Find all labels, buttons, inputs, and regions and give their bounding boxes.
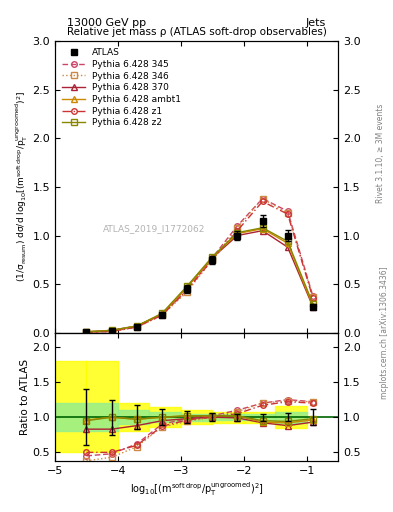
Pythia 6.428 370 bbox=[310, 304, 315, 310]
Pythia 6.428 z2 bbox=[134, 323, 139, 329]
Line: Pythia 6.428 z2: Pythia 6.428 z2 bbox=[84, 225, 316, 335]
Pythia 6.428 370 bbox=[285, 244, 290, 250]
Pythia 6.428 346 bbox=[210, 257, 215, 263]
Pythia 6.428 370 bbox=[210, 255, 215, 261]
Pythia 6.428 ambt1 bbox=[210, 255, 215, 261]
Pythia 6.428 z2 bbox=[235, 229, 240, 236]
Line: Pythia 6.428 345: Pythia 6.428 345 bbox=[84, 196, 316, 335]
Line: Pythia 6.428 370: Pythia 6.428 370 bbox=[84, 228, 316, 335]
Pythia 6.428 346 bbox=[134, 325, 139, 331]
Pythia 6.428 z1 bbox=[84, 329, 89, 335]
Pythia 6.428 z2 bbox=[260, 225, 265, 231]
Pythia 6.428 345 bbox=[109, 328, 114, 334]
Pythia 6.428 z1 bbox=[310, 295, 315, 301]
Title: Relative jet mass ρ (ATLAS soft-drop observables): Relative jet mass ρ (ATLAS soft-drop obs… bbox=[66, 28, 327, 37]
Text: Jets: Jets bbox=[306, 18, 326, 28]
Pythia 6.428 370 bbox=[235, 232, 240, 239]
Pythia 6.428 345 bbox=[134, 324, 139, 330]
Pythia 6.428 z2 bbox=[210, 254, 215, 260]
Line: Pythia 6.428 ambt1: Pythia 6.428 ambt1 bbox=[84, 226, 316, 335]
Pythia 6.428 345 bbox=[235, 223, 240, 229]
Pythia 6.428 346 bbox=[185, 289, 189, 295]
Legend: ATLAS, Pythia 6.428 345, Pythia 6.428 346, Pythia 6.428 370, Pythia 6.428 ambt1,: ATLAS, Pythia 6.428 345, Pythia 6.428 34… bbox=[59, 46, 184, 130]
Pythia 6.428 346 bbox=[310, 294, 315, 300]
Pythia 6.428 345 bbox=[310, 293, 315, 299]
Pythia 6.428 z1 bbox=[235, 227, 240, 233]
Pythia 6.428 z2 bbox=[109, 327, 114, 333]
Pythia 6.428 z2 bbox=[160, 310, 164, 316]
Pythia 6.428 z1 bbox=[134, 324, 139, 330]
Pythia 6.428 346 bbox=[84, 329, 89, 335]
Pythia 6.428 z1 bbox=[160, 312, 164, 318]
Pythia 6.428 370 bbox=[134, 323, 139, 329]
Pythia 6.428 370 bbox=[160, 311, 164, 317]
Pythia 6.428 346 bbox=[109, 329, 114, 335]
Pythia 6.428 370 bbox=[260, 227, 265, 233]
Pythia 6.428 370 bbox=[185, 284, 189, 290]
Pythia 6.428 z1 bbox=[185, 287, 189, 293]
Pythia 6.428 z2 bbox=[310, 301, 315, 307]
Pythia 6.428 z2 bbox=[185, 283, 189, 289]
Pythia 6.428 370 bbox=[109, 327, 114, 333]
X-axis label: $\mathrm{log_{10}[(m^{soft\,drop}/p_T^{ungroomed})^2]}$: $\mathrm{log_{10}[(m^{soft\,drop}/p_T^{u… bbox=[130, 480, 263, 498]
Pythia 6.428 z1 bbox=[285, 211, 290, 217]
Pythia 6.428 345 bbox=[84, 329, 89, 335]
Pythia 6.428 346 bbox=[285, 210, 290, 216]
Pythia 6.428 ambt1 bbox=[310, 303, 315, 309]
Pythia 6.428 ambt1 bbox=[235, 230, 240, 237]
Y-axis label: Ratio to ATLAS: Ratio to ATLAS bbox=[20, 359, 29, 435]
Pythia 6.428 ambt1 bbox=[260, 226, 265, 232]
Text: mcplots.cern.ch [arXiv:1306.3436]: mcplots.cern.ch [arXiv:1306.3436] bbox=[380, 266, 389, 399]
Pythia 6.428 z2 bbox=[285, 238, 290, 244]
Pythia 6.428 z2 bbox=[84, 329, 89, 335]
Pythia 6.428 ambt1 bbox=[84, 329, 89, 335]
Pythia 6.428 ambt1 bbox=[109, 327, 114, 333]
Pythia 6.428 ambt1 bbox=[134, 323, 139, 329]
Pythia 6.428 ambt1 bbox=[160, 311, 164, 317]
Pythia 6.428 346 bbox=[235, 225, 240, 231]
Text: 13000 GeV pp: 13000 GeV pp bbox=[67, 18, 146, 28]
Pythia 6.428 z1 bbox=[260, 198, 265, 204]
Pythia 6.428 346 bbox=[160, 312, 164, 318]
Pythia 6.428 z1 bbox=[210, 257, 215, 263]
Pythia 6.428 345 bbox=[185, 287, 189, 293]
Line: Pythia 6.428 z1: Pythia 6.428 z1 bbox=[84, 199, 316, 335]
Pythia 6.428 345 bbox=[160, 311, 164, 317]
Pythia 6.428 345 bbox=[210, 255, 215, 261]
Text: Rivet 3.1.10, ≥ 3M events: Rivet 3.1.10, ≥ 3M events bbox=[376, 104, 385, 203]
Line: Pythia 6.428 346: Pythia 6.428 346 bbox=[84, 196, 316, 335]
Pythia 6.428 ambt1 bbox=[185, 284, 189, 290]
Pythia 6.428 ambt1 bbox=[285, 240, 290, 246]
Pythia 6.428 370 bbox=[84, 329, 89, 335]
Pythia 6.428 346 bbox=[260, 196, 265, 202]
Pythia 6.428 z1 bbox=[109, 328, 114, 334]
Pythia 6.428 345 bbox=[260, 196, 265, 202]
Text: ATLAS_2019_I1772062: ATLAS_2019_I1772062 bbox=[103, 224, 205, 232]
Y-axis label: (1/σ$_{\mathrm{resum}}$) dσ/d log$_{10}$[(m$^{\mathrm{soft\,drop}}$/p$_\mathrm{T: (1/σ$_{\mathrm{resum}}$) dσ/d log$_{10}$… bbox=[13, 91, 29, 283]
Pythia 6.428 345 bbox=[285, 208, 290, 215]
